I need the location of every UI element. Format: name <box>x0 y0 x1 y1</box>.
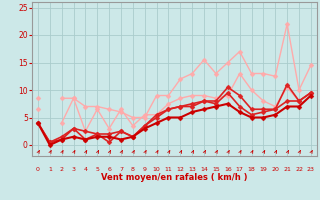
X-axis label: Vent moyen/en rafales ( km/h ): Vent moyen/en rafales ( km/h ) <box>101 174 248 182</box>
